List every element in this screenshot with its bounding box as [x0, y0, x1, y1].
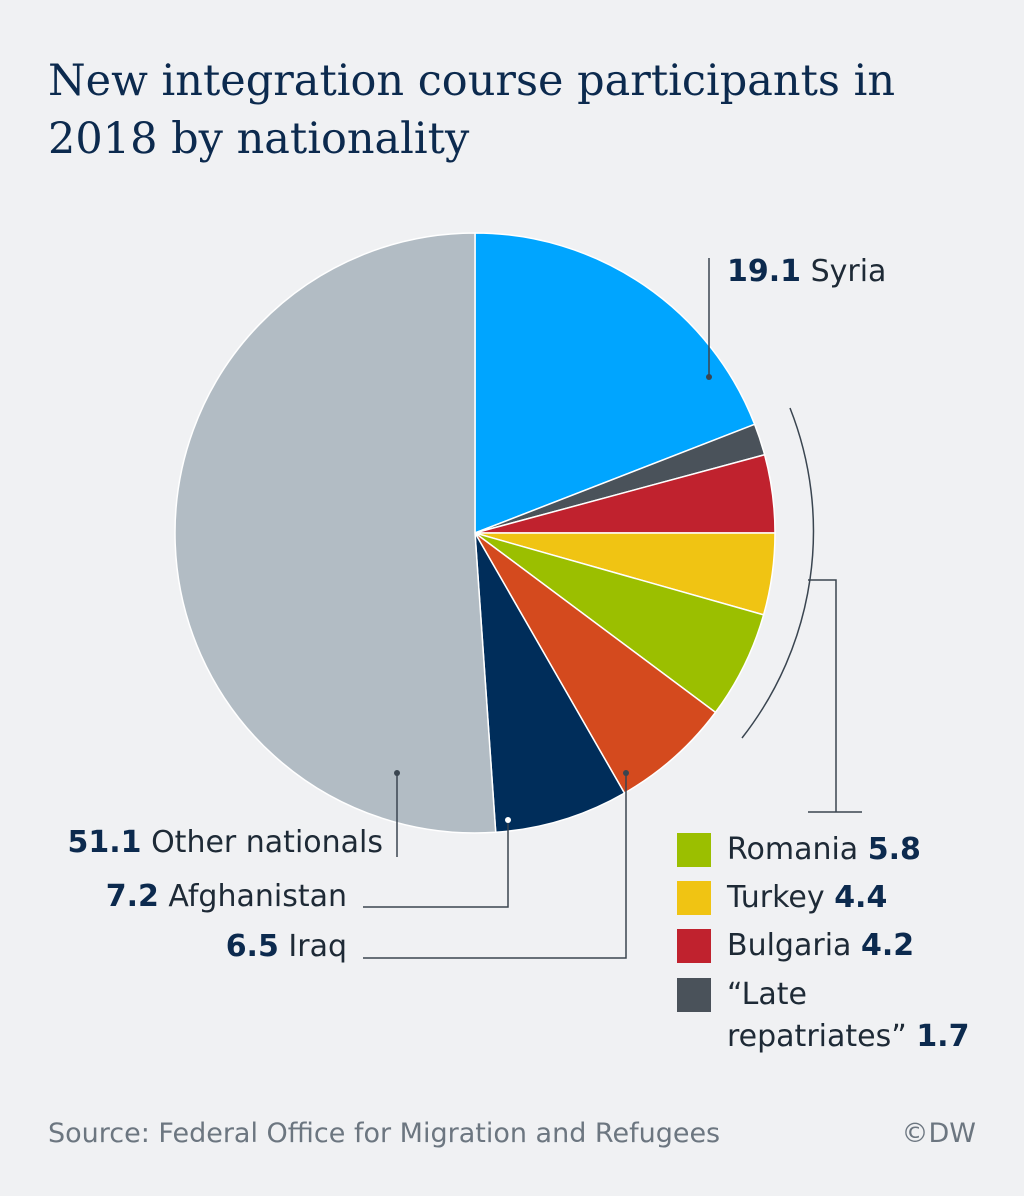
legend-item: “Late repatriates” 1.7 — [727, 974, 982, 1058]
legend-swatch — [677, 833, 711, 867]
pie-slice — [174, 232, 497, 834]
value-label: 19.1 — [727, 254, 802, 289]
leader-line — [363, 773, 627, 959]
value-label: 6.5 — [225, 929, 279, 964]
leader-dot — [623, 770, 629, 776]
value-label: 4.2 — [860, 928, 915, 963]
leader-dot — [394, 770, 400, 776]
category-label: Syria — [810, 254, 887, 289]
category-label: Afghanistan — [168, 879, 347, 914]
category-label: Other nationals — [151, 825, 383, 860]
data-label: 51.1 Other nationals — [67, 822, 383, 864]
category-label: Iraq — [288, 929, 347, 964]
value-label: 7.2 — [105, 879, 159, 914]
legend-label: Turkey — [727, 880, 825, 915]
value-label: 4.4 — [834, 880, 888, 915]
legend-label: Romania — [727, 832, 859, 867]
credit: ©DW — [901, 1118, 977, 1149]
legend-item: Romania 5.8 — [727, 829, 982, 871]
value-label: 51.1 — [67, 825, 142, 860]
data-label: 6.5 Iraq — [226, 926, 347, 968]
leaders — [363, 258, 862, 959]
leader-dot — [505, 817, 511, 823]
legend-label: “Late repatriates” — [727, 977, 907, 1054]
data-label: 19.1 Syria — [727, 251, 886, 293]
legend-item: Bulgaria 4.2 — [727, 925, 982, 967]
legend-swatch — [677, 978, 711, 1012]
legend-swatch — [677, 881, 711, 915]
leader-dot — [706, 374, 712, 380]
bracket-line — [808, 579, 837, 812]
pie-slice — [474, 232, 756, 535]
leader-line — [363, 820, 509, 908]
value-label: 5.8 — [867, 832, 921, 867]
legend-item: Turkey 4.4 — [727, 877, 982, 919]
pie — [174, 232, 776, 834]
value-label: 1.7 — [916, 1019, 970, 1054]
legend-swatch — [677, 929, 711, 963]
legend-label: Bulgaria — [727, 928, 852, 963]
chart-title: New integration course participants in 2… — [48, 56, 896, 164]
data-label: 7.2 Afghanistan — [106, 876, 347, 918]
source: Source: Federal Office for Migration and… — [48, 1118, 721, 1149]
pie-slice — [474, 532, 626, 834]
